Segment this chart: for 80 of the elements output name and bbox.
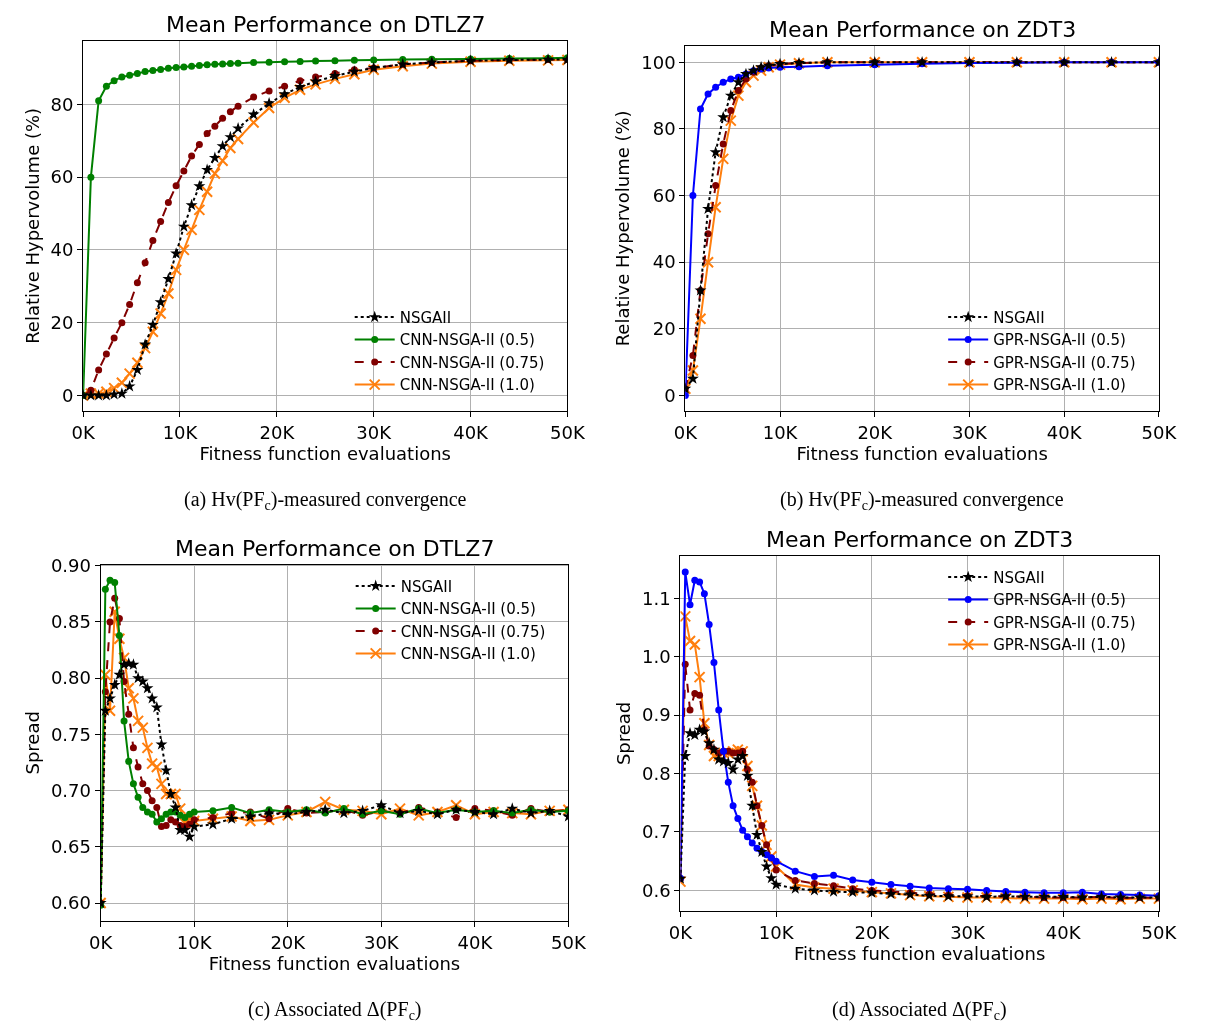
legend-label: NSGAII <box>993 308 1045 327</box>
y-tick-label: 0.80 <box>50 667 91 689</box>
y-tick-label: 0.65 <box>50 836 91 858</box>
legend-label: NSGAII <box>993 568 1045 587</box>
x-axis-title: Fitness function evaluations <box>793 942 1046 964</box>
legend-label: GPR-NSGA-II (0.75) <box>993 353 1136 372</box>
y-tick-label: 60 <box>50 166 74 188</box>
y-axis-title: Relative Hypervolume (%) <box>21 107 43 344</box>
legend-label: GPR-NSGA-II (1.0) <box>993 376 1126 395</box>
legend-label: GPR-NSGA-II (1.0) <box>993 636 1126 655</box>
y-tick-label: 40 <box>652 251 676 273</box>
text: (c) Associated Δ(PF$_{c}$) <box>248 998 422 1024</box>
y-tick-label: 20 <box>652 318 676 340</box>
legend-label: CNN-NSGA-II (0.5) <box>400 600 536 619</box>
x-tick-label: 30K <box>952 421 989 443</box>
y-tick-label: 0.9 <box>642 704 671 726</box>
legend-label: CNN-NSGA-II (0.5) <box>399 331 535 350</box>
legend-label: CNN-NSGA-II (1.0) <box>399 376 535 395</box>
y-tick-label: 0.6 <box>642 879 671 901</box>
x-tick-label: 40K <box>1046 421 1083 443</box>
chart-title: Mean Performance on ZDT3 <box>766 527 1074 552</box>
x-tick-label: 50K <box>550 421 586 443</box>
y-tick-label: 20 <box>50 311 74 333</box>
y-tick-label: 100 <box>641 51 676 73</box>
y-tick-label: 0 <box>664 384 676 406</box>
x-axis-title: Fitness function evaluations <box>208 952 461 974</box>
chart-title: Mean Performance on DTLZ7 <box>166 12 486 37</box>
x-tick-label: 20K <box>857 421 894 443</box>
chart-title: Mean Performance on DTLZ7 <box>175 536 495 561</box>
x-tick-label: 0K <box>668 921 694 943</box>
x-axis-title: Fitness function evaluations <box>796 442 1048 464</box>
y-tick-label: 80 <box>652 118 676 140</box>
y-axis-title: Spread <box>22 711 44 775</box>
x-tick-label: 10K <box>176 931 213 953</box>
y-tick-label: 80 <box>50 93 74 115</box>
x-tick-label: 50K <box>551 931 587 953</box>
y-tick-label: 0.60 <box>50 892 91 914</box>
legend-label: NSGAII <box>400 577 453 596</box>
y-tick-label: 0.85 <box>50 611 91 633</box>
y-tick-label: 40 <box>50 239 74 261</box>
y-axis-title: Relative Hypervolume (%) <box>612 110 634 347</box>
y-axis-title: Spread <box>613 701 635 766</box>
x-tick-label: 40K <box>457 931 494 953</box>
legend-label: CNN-NSGA-II (1.0) <box>400 645 536 664</box>
x-tick-label: 20K <box>259 421 296 443</box>
x-tick-label: 10K <box>162 421 199 443</box>
text: (a) Hv(PF$_{c}$)-measured convergence <box>184 488 467 514</box>
x-tick-label: 0K <box>673 421 699 443</box>
y-tick-label: 0.7 <box>642 821 671 843</box>
x-tick-label: 40K <box>1045 921 1082 943</box>
text: (b) Hv(PF$_{c}$)-measured convergence <box>780 488 1064 514</box>
y-tick-label: 60 <box>652 184 676 206</box>
legend-label: CNN-NSGA-II (0.75) <box>400 622 546 641</box>
y-tick-label: 1.1 <box>642 587 671 609</box>
y-tick-label: 0.75 <box>50 723 91 745</box>
text: (d) Associated Δ(PF$_{c}$) <box>832 998 1007 1024</box>
x-tick-label: 20K <box>854 921 891 943</box>
x-tick-label: 30K <box>356 421 393 443</box>
y-tick-label: 0.90 <box>50 554 91 576</box>
x-tick-label: 10K <box>762 421 799 443</box>
x-tick-label: 50K <box>1141 421 1178 443</box>
y-tick-label: 1.0 <box>642 646 671 668</box>
x-tick-label: 50K <box>1141 921 1178 943</box>
x-tick-label: 0K <box>89 931 114 953</box>
x-tick-label: 10K <box>758 921 795 943</box>
legend-label: GPR-NSGA-II (0.5) <box>993 331 1126 350</box>
y-tick-label: 0.8 <box>642 762 671 784</box>
x-tick-label: 20K <box>270 931 307 953</box>
y-tick-label: 0.70 <box>50 779 91 801</box>
chart-title: Mean Performance on ZDT3 <box>769 17 1077 42</box>
x-tick-label: 30K <box>363 931 400 953</box>
legend-label: CNN-NSGA-II (0.75) <box>399 353 545 372</box>
x-tick-label: 0K <box>71 421 96 443</box>
y-tick-label: 0 <box>61 384 74 406</box>
legend-label: GPR-NSGA-II (0.5) <box>993 591 1126 610</box>
x-axis-title: Fitness function evaluations <box>199 442 451 464</box>
legend-label: GPR-NSGA-II (0.75) <box>993 613 1136 632</box>
x-tick-label: 40K <box>453 421 490 443</box>
legend-label: NSGAII <box>399 308 452 327</box>
x-tick-label: 30K <box>950 921 987 943</box>
